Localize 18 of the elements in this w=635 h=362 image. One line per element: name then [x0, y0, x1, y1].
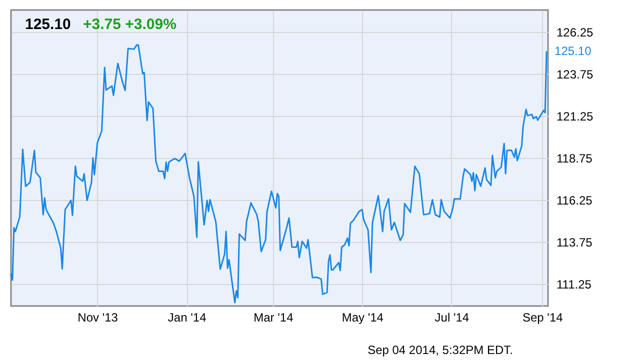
x-tick-label: Mar '14 [254, 310, 294, 324]
x-tick-label: Nov '13 [78, 310, 118, 324]
y-tick-label: 123.75 [556, 67, 594, 82]
x-tick-label: Sep '14 [522, 310, 564, 324]
chart-title: 125.10 [25, 16, 71, 33]
y-tick-label: 118.75 [556, 152, 593, 166]
y-tick-label: 126.25 [556, 25, 594, 40]
chart-subtitle: +3.75 +3.09% [83, 16, 176, 33]
y-tick-label: 113.75 [556, 236, 593, 250]
x-tick-label: Jan '14 [168, 310, 207, 324]
y-tick-label: 116.25 [556, 194, 593, 208]
y-tick-label: 121.25 [556, 109, 594, 124]
line-series [10, 44, 548, 304]
x-tick-label: Jul '14 [434, 310, 470, 324]
annotation: 125.10 [554, 44, 592, 58]
x-tick-label: May '14 [342, 310, 384, 324]
y-tick-label: 111.25 [556, 278, 592, 292]
text: Sep 04 2014, 5:32PM EDT. [368, 343, 513, 357]
